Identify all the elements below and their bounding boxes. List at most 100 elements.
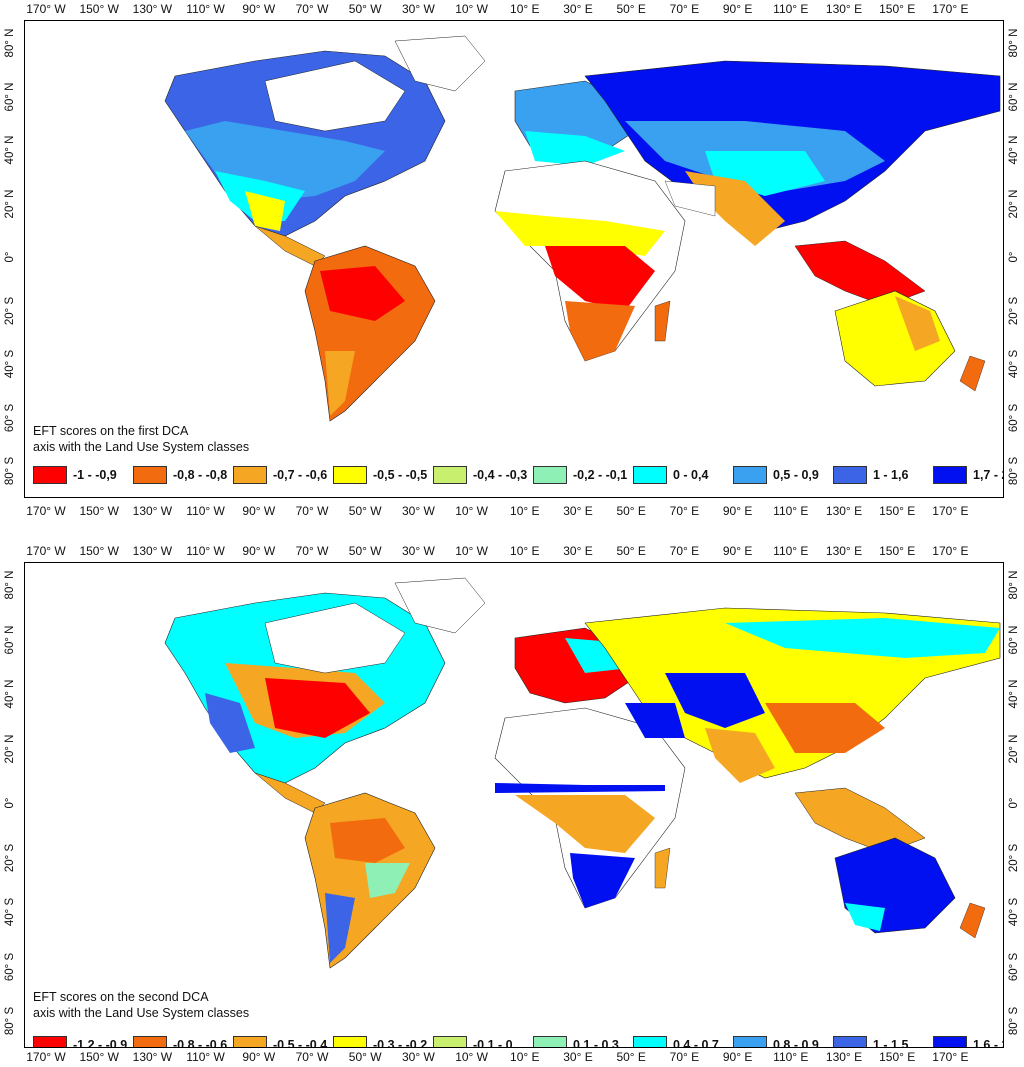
lon-label: 30° E [563,1050,593,1064]
legend-swatch [633,466,667,484]
legend-item: 0 - 0,4 [633,465,733,485]
world-map [164,577,1001,969]
legend-label: -0,1 - 0 [473,1038,513,1048]
lon-label: 90° W [242,504,276,518]
legend-swatch [933,466,967,484]
lat-label: 0° [1008,251,1020,263]
lon-label: 150° W [79,544,119,558]
legend-swatch [633,1036,667,1047]
legend-label: 0,1 - 0,3 [573,1038,619,1048]
caption-line-1: EFT scores on the second DCA [33,990,209,1004]
legend-swatch [733,466,767,484]
lat-label: 40° S [1008,897,1020,927]
legend-item: 1,6 - 2,4 [933,1035,1003,1048]
lat-label: 40° N [1008,679,1020,709]
legend-item: 0,8 - 0,9 [733,1035,833,1047]
lon-label: 50° E [616,504,646,518]
lat-label: 40° N [4,679,16,709]
lon-label: 150° E [879,2,916,16]
lon-label: 170° E [932,2,969,16]
lon-axis-top: 170° W 150° W 130° W 110° W 90° W 70° W 50° W 3… [24,544,1002,560]
lat-label: 80° S [1008,456,1020,486]
lat-label: 0° [4,251,16,263]
caption-line-2: axis with the Land Use System classes [33,1006,250,1020]
lon-label: 10° E [510,504,540,518]
legend-swatch [533,466,567,484]
lon-label: 50° E [616,1050,646,1064]
legend-label: 1 - 1,5 [873,1038,909,1048]
legend-item: -0,5 - -0,4 [233,1035,333,1047]
lat-label: 60° N [1008,82,1020,111]
lat-label: 60° S [4,403,16,432]
lon-label: 170° W [26,2,66,16]
lon-label: 170° W [26,1050,66,1064]
legend-swatch [133,1036,167,1047]
legend-item: -0,3 - -0,2 [333,1035,433,1048]
lat-label: 40° N [1008,135,1020,165]
lon-label: 130° E [825,2,863,16]
legend-label: -1 - -0,9 [73,468,117,482]
lon-label: 150° E [879,544,916,558]
lon-label: 110° E [773,504,809,518]
lon-label: 50° E [616,2,646,16]
legend-item: 1 - 1,6 [833,465,933,485]
lat-axis-right: 80° N 60° N 40° N 20° N 0° 20° S 40° S 60° S 80°… [1004,562,1024,1046]
lon-label: 10° W [455,1050,488,1064]
lon-label: 90° E [722,1050,753,1064]
legend-label: -0,8 - -0,6 [173,1038,228,1048]
legend-label: -0,7 - -0,6 [273,468,328,482]
legend-item: 0,4 - 0,7 [633,1035,733,1047]
legend-item: -1 - -0,9 [33,465,133,485]
map-panel-second-dca: 170° W 150° W 130° W 110° W 90° W 70° W 50° W 3… [0,540,1024,1067]
map-frame: EFT scores on the second DCA axis with t… [24,562,1004,1048]
lon-axis-bottom: 170° W 150° W 130° W 110° W 90° W 70° W 50° W 3… [24,504,1002,520]
lat-label: 40° S [1008,349,1020,379]
lon-label: 10° W [455,2,488,16]
legend-item: -0,2 - -0,1 [533,465,633,485]
lon-label: 30° W [401,2,435,16]
map-frame: EFT scores on the first DCA axis with th… [24,20,1004,498]
lon-label: 30° E [563,504,593,518]
legend-item: -0,5 - -0,5 [333,465,433,485]
lon-label: 30° E [563,2,593,16]
legend-label: 1,6 - 2,4 [973,1038,1003,1048]
lat-label: 40° S [4,897,16,927]
lon-label: 110° W [186,1050,225,1064]
lat-label: 80° S [4,1006,16,1036]
lon-label: 10° W [455,544,488,558]
map-caption: EFT scores on the second DCA axis with t… [33,989,249,1021]
lat-label: 80° S [4,456,16,486]
lon-label: 70° W [295,504,329,518]
legend-swatch [833,466,867,484]
lon-label: 90° E [722,2,753,16]
caption-line-2: axis with the Land Use System classes [33,440,250,454]
lat-label: 60° N [1008,625,1020,654]
lat-axis-left: 80° N 60° N 40° N 20° N 0° 20° S 40° S 60° S 80°… [0,562,22,1046]
lon-label: 30° W [401,1050,435,1064]
legend-label: -0,3 - -0,2 [373,1038,428,1048]
lon-label: 70° E [669,544,700,558]
lon-label: 150° W [79,2,119,16]
lon-label: 90° W [242,2,276,16]
lon-label: 170° E [932,544,969,558]
lat-label: 40° S [4,349,16,379]
lat-label: 0° [1008,797,1020,809]
lat-label: 20° S [4,843,16,872]
lon-label: 130° W [132,1050,173,1064]
lon-label: 130° W [132,2,173,16]
legend: -1 - -0,9 -0,8 - -0,8 -0,7 - -0,6 -0,5 - -0… [33,465,1003,485]
lat-label: 80° N [1008,570,1020,600]
lat-label: 0° [4,797,16,809]
legend-swatch [833,1036,867,1047]
lat-label: 20° N [4,189,16,218]
lon-label: 130° E [825,544,863,558]
lon-label: 10° E [510,2,540,16]
legend-label: -0,2 - -0,1 [573,468,628,482]
lat-label: 20° N [1008,189,1020,218]
map-panel-first-dca: 170° W 150° W 130° W 110° W 90° W 70° W 50° W 3… [0,0,1024,530]
lon-label: 170° W [26,504,66,518]
lat-label: 40° N [4,135,16,165]
legend-item: -0,4 - -0,3 [433,465,533,485]
lon-label: 90° E [722,544,753,558]
lon-label: 150° E [879,504,916,518]
